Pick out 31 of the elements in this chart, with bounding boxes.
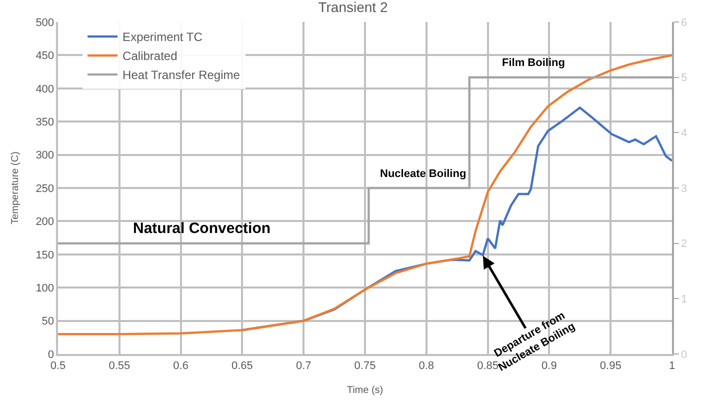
y-tick-label: 100 [36,282,54,294]
x-tick-label: 0.8 [418,360,434,372]
x-tick-label: 0.75 [354,360,376,372]
x-tick-label: 0.5 [50,360,66,372]
annotation: Natural Convection [133,220,271,237]
x-tick-label: 0.6 [173,360,188,372]
y-tick-label: 300 [36,150,54,162]
x-tick-label: 0.85 [477,360,499,372]
y-tick-label: 50 [42,316,54,328]
x-axis-title: Time (s) [346,384,384,396]
chart-title: Transient 2 [318,0,388,15]
y-axis-title: Temperature (C) [10,152,22,224]
y-tick-label: 250 [36,182,54,195]
x-tick-label: 0.7 [296,360,312,372]
y-tick-label: 200 [36,216,54,228]
annotation: Film Boiling [502,57,565,69]
x-tick-label: 1 [668,360,676,372]
legend-label: Heat Transfer Regime [122,68,240,82]
x-tick-label: 0.65 [231,360,253,372]
y-tick-label: 150 [36,249,54,262]
x-tick-label: 0.9 [542,360,557,372]
y-tick-label: 0 [48,348,54,361]
y-tick-label: 500 [36,16,54,29]
legend-label: Calibrated [122,49,178,64]
x-tick-label: 0.95 [600,360,622,372]
y-tick-label: 350 [36,116,54,128]
legend-label: Experiment TC [122,30,203,44]
y-tick-label: 400 [36,83,54,96]
x-tick-label: 0.55 [108,360,130,372]
y-tick-label: 450 [36,50,54,62]
annotation: Nucleate Boiling [380,168,466,180]
